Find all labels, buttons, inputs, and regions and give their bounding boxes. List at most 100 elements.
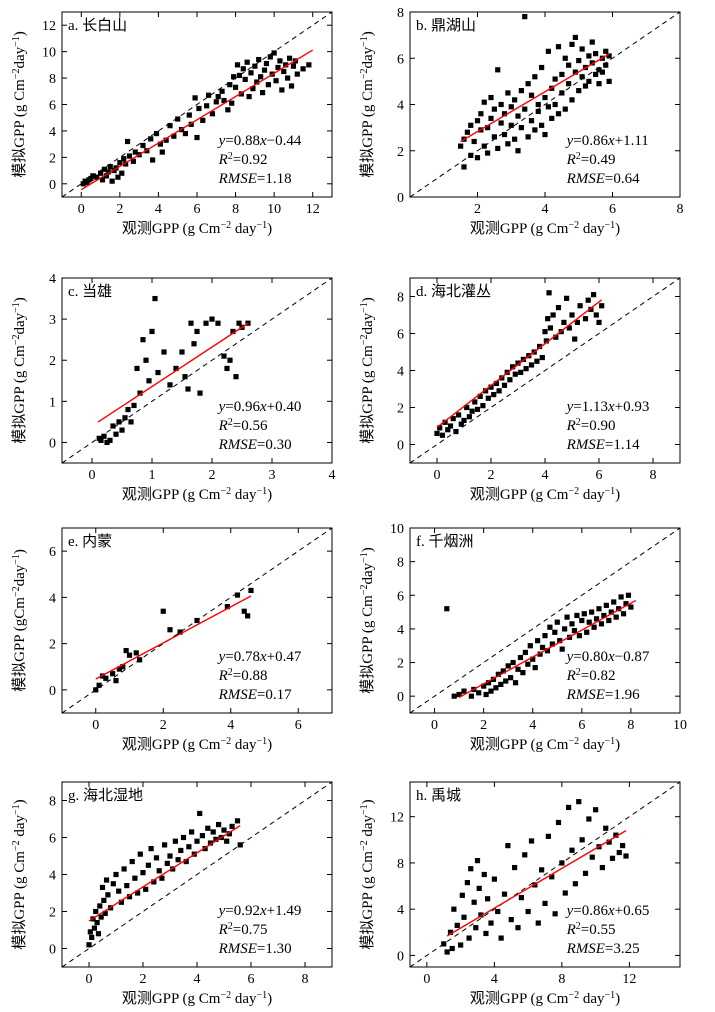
data-point xyxy=(194,134,200,141)
data-point xyxy=(589,39,595,45)
data-point xyxy=(209,316,215,322)
data-point xyxy=(481,871,487,878)
data-point xyxy=(234,818,241,824)
x-tick-label: 8 xyxy=(302,972,309,987)
data-point xyxy=(241,608,247,614)
data-point xyxy=(123,161,129,167)
data-point xyxy=(445,427,451,433)
x-tick-label: 10 xyxy=(267,202,281,217)
x-tick-label: 3 xyxy=(269,468,276,483)
data-point xyxy=(149,328,155,335)
data-point xyxy=(200,117,206,123)
data-point xyxy=(485,395,491,401)
data-point xyxy=(245,320,251,326)
data-point xyxy=(613,614,619,620)
data-point xyxy=(103,675,109,681)
regression-line xyxy=(458,599,637,698)
data-point xyxy=(485,125,491,131)
data-point xyxy=(611,599,617,605)
data-point xyxy=(474,858,481,864)
plot-area xyxy=(62,528,332,713)
data-point xyxy=(238,91,244,97)
data-point xyxy=(508,675,514,681)
fit-stat: R2=0.92 xyxy=(218,151,268,169)
regression-line xyxy=(95,595,252,680)
data-point xyxy=(555,44,562,50)
data-point xyxy=(107,164,113,170)
data-point xyxy=(259,90,266,96)
data-point xyxy=(537,343,543,350)
data-point xyxy=(474,118,481,124)
data-point xyxy=(495,908,501,915)
data-point xyxy=(584,629,590,635)
x-tick-label: 1 xyxy=(149,468,156,483)
data-point xyxy=(202,846,208,852)
data-point xyxy=(131,402,137,409)
data-point xyxy=(527,643,533,649)
data-point xyxy=(620,842,626,849)
data-point xyxy=(224,365,230,372)
data-point xyxy=(153,130,160,137)
data-point xyxy=(437,425,443,431)
data-point xyxy=(459,892,465,898)
data-point xyxy=(522,106,528,112)
data-point xyxy=(562,55,568,61)
x-tick-label: 6 xyxy=(295,718,302,733)
data-point xyxy=(512,97,518,103)
data-point xyxy=(153,855,160,861)
data-point xyxy=(493,380,499,387)
data-point xyxy=(579,837,585,843)
data-point xyxy=(99,884,106,891)
data-point xyxy=(150,157,156,163)
data-point xyxy=(451,693,457,699)
data-point xyxy=(172,838,178,844)
data-point xyxy=(510,659,516,666)
data-point xyxy=(458,143,464,149)
data-point xyxy=(263,60,270,67)
data-point xyxy=(505,90,511,96)
data-point xyxy=(451,906,457,912)
data-point xyxy=(275,64,281,71)
y-tick-label: 8 xyxy=(397,857,404,872)
data-point xyxy=(518,895,524,901)
data-point xyxy=(491,876,497,882)
y-tick-label: 6 xyxy=(49,99,56,114)
x-tick-label: 0 xyxy=(86,972,93,987)
y-tick-label: 4 xyxy=(49,591,56,606)
data-point xyxy=(286,55,293,61)
data-point xyxy=(221,827,227,833)
regression-line xyxy=(88,825,241,922)
data-point xyxy=(103,173,109,179)
data-point xyxy=(126,153,133,159)
data-point xyxy=(464,404,470,411)
data-point xyxy=(133,650,139,656)
fit-stat: RMSE=1.18 xyxy=(218,171,292,187)
data-point xyxy=(159,149,165,155)
data-point xyxy=(589,60,595,66)
data-point xyxy=(623,601,629,607)
data-point xyxy=(496,388,502,394)
data-point xyxy=(579,617,585,624)
data-point xyxy=(555,819,562,826)
data-point xyxy=(512,371,518,377)
data-point xyxy=(461,914,467,920)
data-point xyxy=(488,94,494,101)
data-point xyxy=(534,358,540,364)
y-tick-label: 2 xyxy=(397,145,404,160)
data-point xyxy=(552,101,558,108)
data-point xyxy=(512,864,518,871)
data-point xyxy=(485,680,492,686)
data-point xyxy=(471,138,477,145)
data-point xyxy=(216,821,222,828)
data-point xyxy=(207,840,214,846)
plot-frame xyxy=(409,527,681,714)
data-point xyxy=(518,369,524,375)
y-axis-title: 模拟GPP (g Cm−2day−1) xyxy=(359,297,377,444)
data-point xyxy=(591,624,597,630)
fit-stat: y=0.92x+1.49 xyxy=(217,903,302,919)
data-point xyxy=(234,62,241,68)
one-to-one-line xyxy=(62,278,332,463)
y-tick-label: 4 xyxy=(49,125,56,140)
data-point xyxy=(118,899,124,905)
data-point xyxy=(582,83,589,89)
